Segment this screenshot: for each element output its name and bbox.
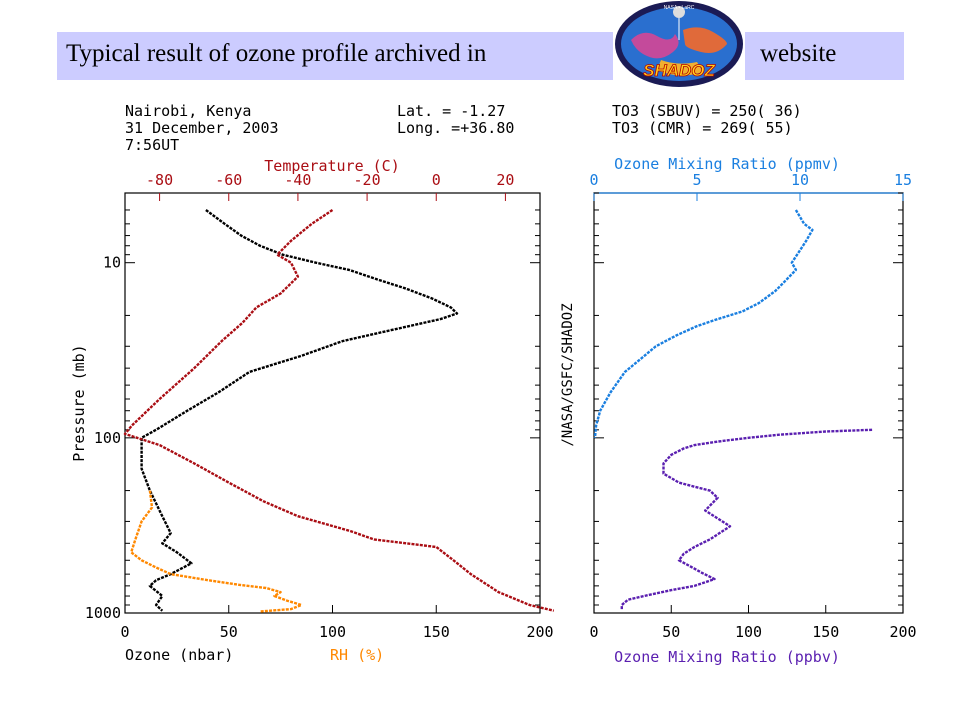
title-right-text[interactable]: website [760,40,837,67]
logo-top-text: NASA • LaRC [664,5,695,11]
right-top-axis-label: Ozone Mixing Ratio (ppmv) [614,155,840,173]
bottom-tick-label: 100 [319,623,346,641]
right-bottom-axis-label: Ozone Mixing Ratio (ppbv) [614,648,840,666]
info-lat: Lat. = -1.27 [397,102,505,120]
title-left-text: Typical result of ozone profile archived… [66,40,487,67]
left-top-axis-label: Temperature (C) [264,157,399,175]
top-tick-label: -20 [354,171,381,189]
top-tick-label: 0 [589,171,598,189]
info-time: 7:56UT [125,136,179,154]
info-to3-sbuv: TO3 (SBUV) = 250( 36) [612,102,802,120]
info-location: Nairobi, Kenya [125,102,251,120]
info-date: 31 December, 2003 [125,119,279,137]
series-line-rh [130,490,303,613]
bottom-tick-label: 50 [220,623,238,641]
y-tick-label: 100 [94,429,121,447]
title-banner [57,32,904,80]
series-line-ozone-mixing-ratio-ppmv [593,209,814,438]
bottom-tick-label: 150 [423,623,450,641]
info-to3-cmr: TO3 (CMR) = 269( 55) [612,119,793,137]
shadoz-logo[interactable]: NASA • LaRC SHADOZ [613,0,745,88]
series-line-temperature-c [123,209,555,612]
right-plot-frame [593,192,904,614]
left-bottom-axis-label-rh: RH (%) [330,646,384,664]
top-tick-label: -80 [146,171,173,189]
logo-wordmark: SHADOZ [643,61,715,80]
y-tick-label: 10 [103,254,121,272]
bottom-tick-label: 0 [120,623,129,641]
top-tick-label: -60 [215,171,242,189]
bottom-tick-label: 200 [526,623,553,641]
info-long: Long. =+36.80 [397,119,514,137]
bottom-tick-label: 50 [662,623,680,641]
left-y-axis-label: Pressure (mb) [70,344,88,461]
left-bottom-axis-label-ozone: Ozone (nbar) [125,646,233,664]
left-plot-frame [124,192,541,614]
top-tick-label: 15 [894,171,912,189]
top-tick-label: 0 [432,171,441,189]
bottom-tick-label: 100 [735,623,762,641]
y-tick-label: 1000 [85,604,121,622]
side-credit-label: /NASA/GSFC/SHADOZ [560,303,576,446]
series-line-ozone-nbar [140,209,459,612]
top-tick-label: 10 [791,171,809,189]
series-line-ozone-mixing-ratio-ppbv [620,428,873,610]
top-tick-label: 5 [692,171,701,189]
bottom-tick-label: 0 [589,623,598,641]
series-layer [123,209,873,613]
bottom-tick-label: 200 [889,623,916,641]
top-tick-label: 20 [496,171,514,189]
top-tick-label: -40 [284,171,311,189]
bottom-tick-label: 150 [812,623,839,641]
